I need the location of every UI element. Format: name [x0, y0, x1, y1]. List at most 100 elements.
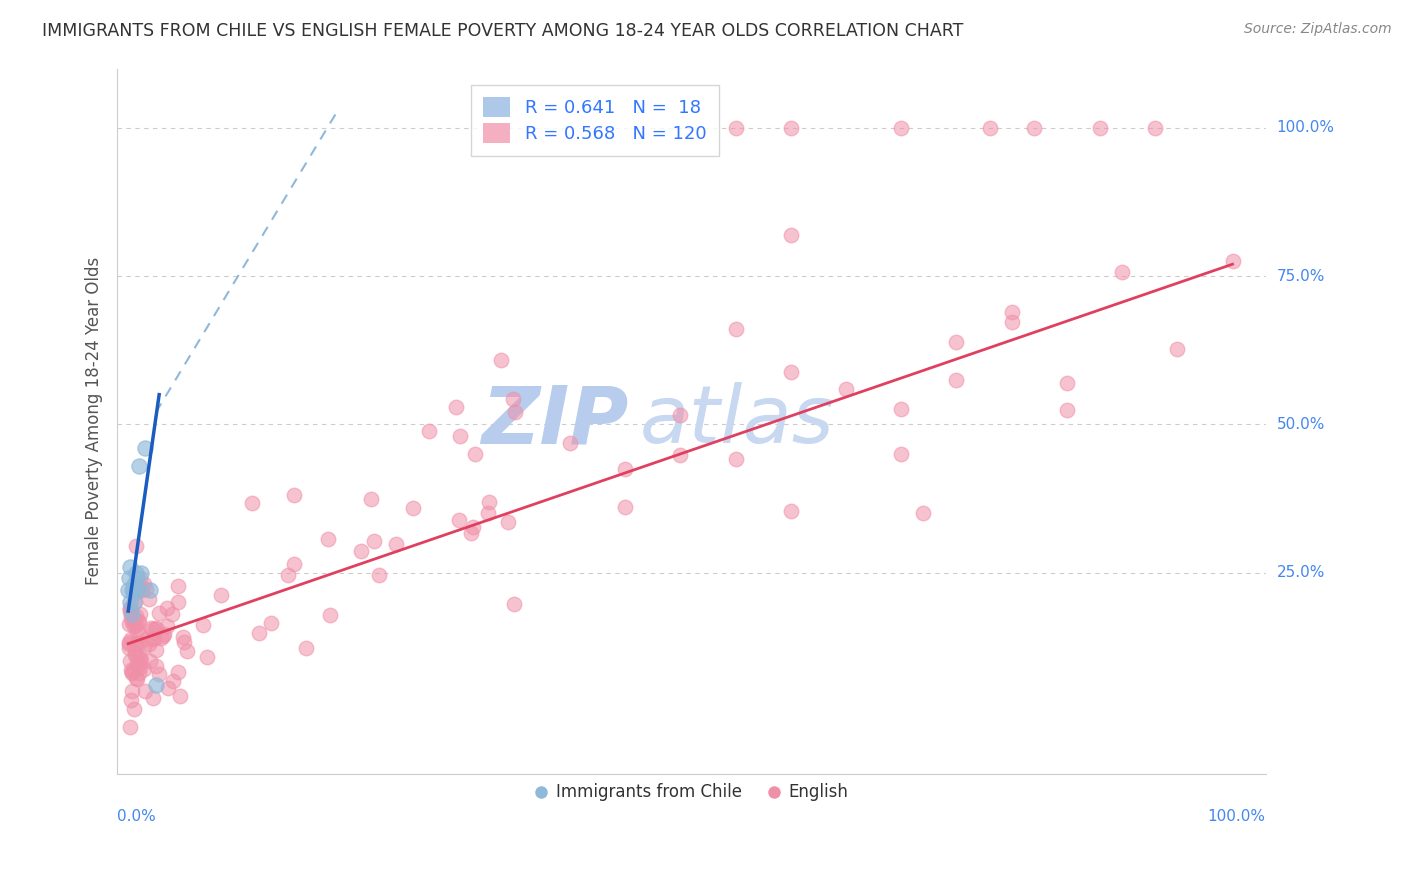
English — [350, 544, 373, 558]
English — [118, 637, 141, 651]
English — [132, 577, 155, 591]
English — [945, 373, 967, 387]
English — [157, 681, 180, 696]
English — [503, 597, 526, 611]
Immigrants from Chile — [125, 572, 148, 586]
Text: Source: ZipAtlas.com: Source: ZipAtlas.com — [1244, 22, 1392, 37]
English — [779, 227, 801, 242]
English — [122, 612, 145, 626]
English — [464, 447, 486, 461]
Text: 100.0%: 100.0% — [1277, 120, 1334, 136]
English — [121, 665, 143, 679]
English — [118, 635, 141, 649]
Immigrants from Chile — [121, 583, 143, 598]
English — [128, 660, 150, 674]
English — [614, 500, 637, 514]
Text: 25.0%: 25.0% — [1277, 565, 1324, 580]
English — [138, 591, 160, 606]
Text: 100.0%: 100.0% — [1208, 809, 1265, 824]
English — [779, 366, 801, 380]
English — [129, 607, 152, 621]
English — [1088, 120, 1111, 135]
English — [503, 405, 526, 419]
English — [148, 606, 170, 620]
Immigrants from Chile — [128, 458, 150, 473]
English — [319, 607, 342, 622]
English — [122, 639, 145, 653]
Immigrants from Chile — [139, 583, 162, 598]
English — [156, 600, 179, 615]
English — [143, 631, 166, 645]
English — [460, 525, 482, 540]
English — [145, 659, 167, 673]
English — [152, 629, 174, 643]
English — [145, 622, 167, 636]
English — [120, 692, 142, 706]
English — [150, 631, 173, 645]
English — [277, 568, 299, 582]
English — [779, 120, 801, 135]
English — [167, 595, 190, 609]
English — [449, 513, 471, 527]
English — [124, 637, 146, 651]
English — [118, 616, 141, 631]
English — [167, 665, 190, 680]
English — [912, 506, 935, 520]
English — [240, 496, 263, 510]
English — [1222, 253, 1244, 268]
English — [385, 537, 408, 551]
Immigrants from Chile — [122, 577, 145, 591]
Immigrants from Chile — [121, 583, 143, 598]
English — [118, 654, 141, 668]
Text: ZIP: ZIP — [481, 383, 628, 460]
English — [127, 656, 149, 670]
English — [153, 627, 176, 641]
English — [1022, 120, 1045, 135]
English — [166, 579, 188, 593]
English — [502, 392, 524, 406]
English — [558, 435, 581, 450]
English — [122, 702, 145, 716]
Immigrants from Chile — [121, 607, 143, 621]
Text: 50.0%: 50.0% — [1277, 417, 1324, 432]
English — [979, 120, 1001, 135]
English — [295, 640, 318, 655]
English — [132, 661, 155, 675]
English — [247, 625, 270, 640]
English — [125, 618, 148, 632]
English — [614, 461, 637, 475]
English — [122, 618, 145, 632]
Immigrants from Chile — [120, 559, 142, 574]
English — [122, 664, 145, 678]
English — [145, 621, 167, 635]
English — [120, 720, 142, 734]
English — [129, 571, 152, 585]
English — [360, 492, 382, 507]
English — [463, 519, 485, 533]
Immigrants from Chile — [117, 583, 139, 598]
English — [127, 624, 149, 639]
English — [135, 582, 157, 596]
English — [124, 595, 146, 609]
English — [142, 691, 165, 706]
English — [1056, 402, 1078, 417]
English — [120, 663, 142, 677]
Immigrants from Chile — [120, 595, 142, 609]
English — [402, 501, 425, 516]
English — [368, 567, 391, 582]
English — [1001, 315, 1024, 329]
English — [890, 402, 912, 417]
English — [162, 673, 184, 688]
English — [128, 636, 150, 650]
English — [156, 619, 179, 633]
English — [127, 614, 149, 628]
English — [124, 646, 146, 660]
Immigrants from Chile — [131, 566, 153, 580]
English — [128, 649, 150, 664]
English — [120, 632, 142, 647]
English — [148, 666, 170, 681]
English — [125, 582, 148, 596]
English — [195, 650, 218, 665]
English — [890, 447, 912, 461]
English — [193, 618, 215, 632]
